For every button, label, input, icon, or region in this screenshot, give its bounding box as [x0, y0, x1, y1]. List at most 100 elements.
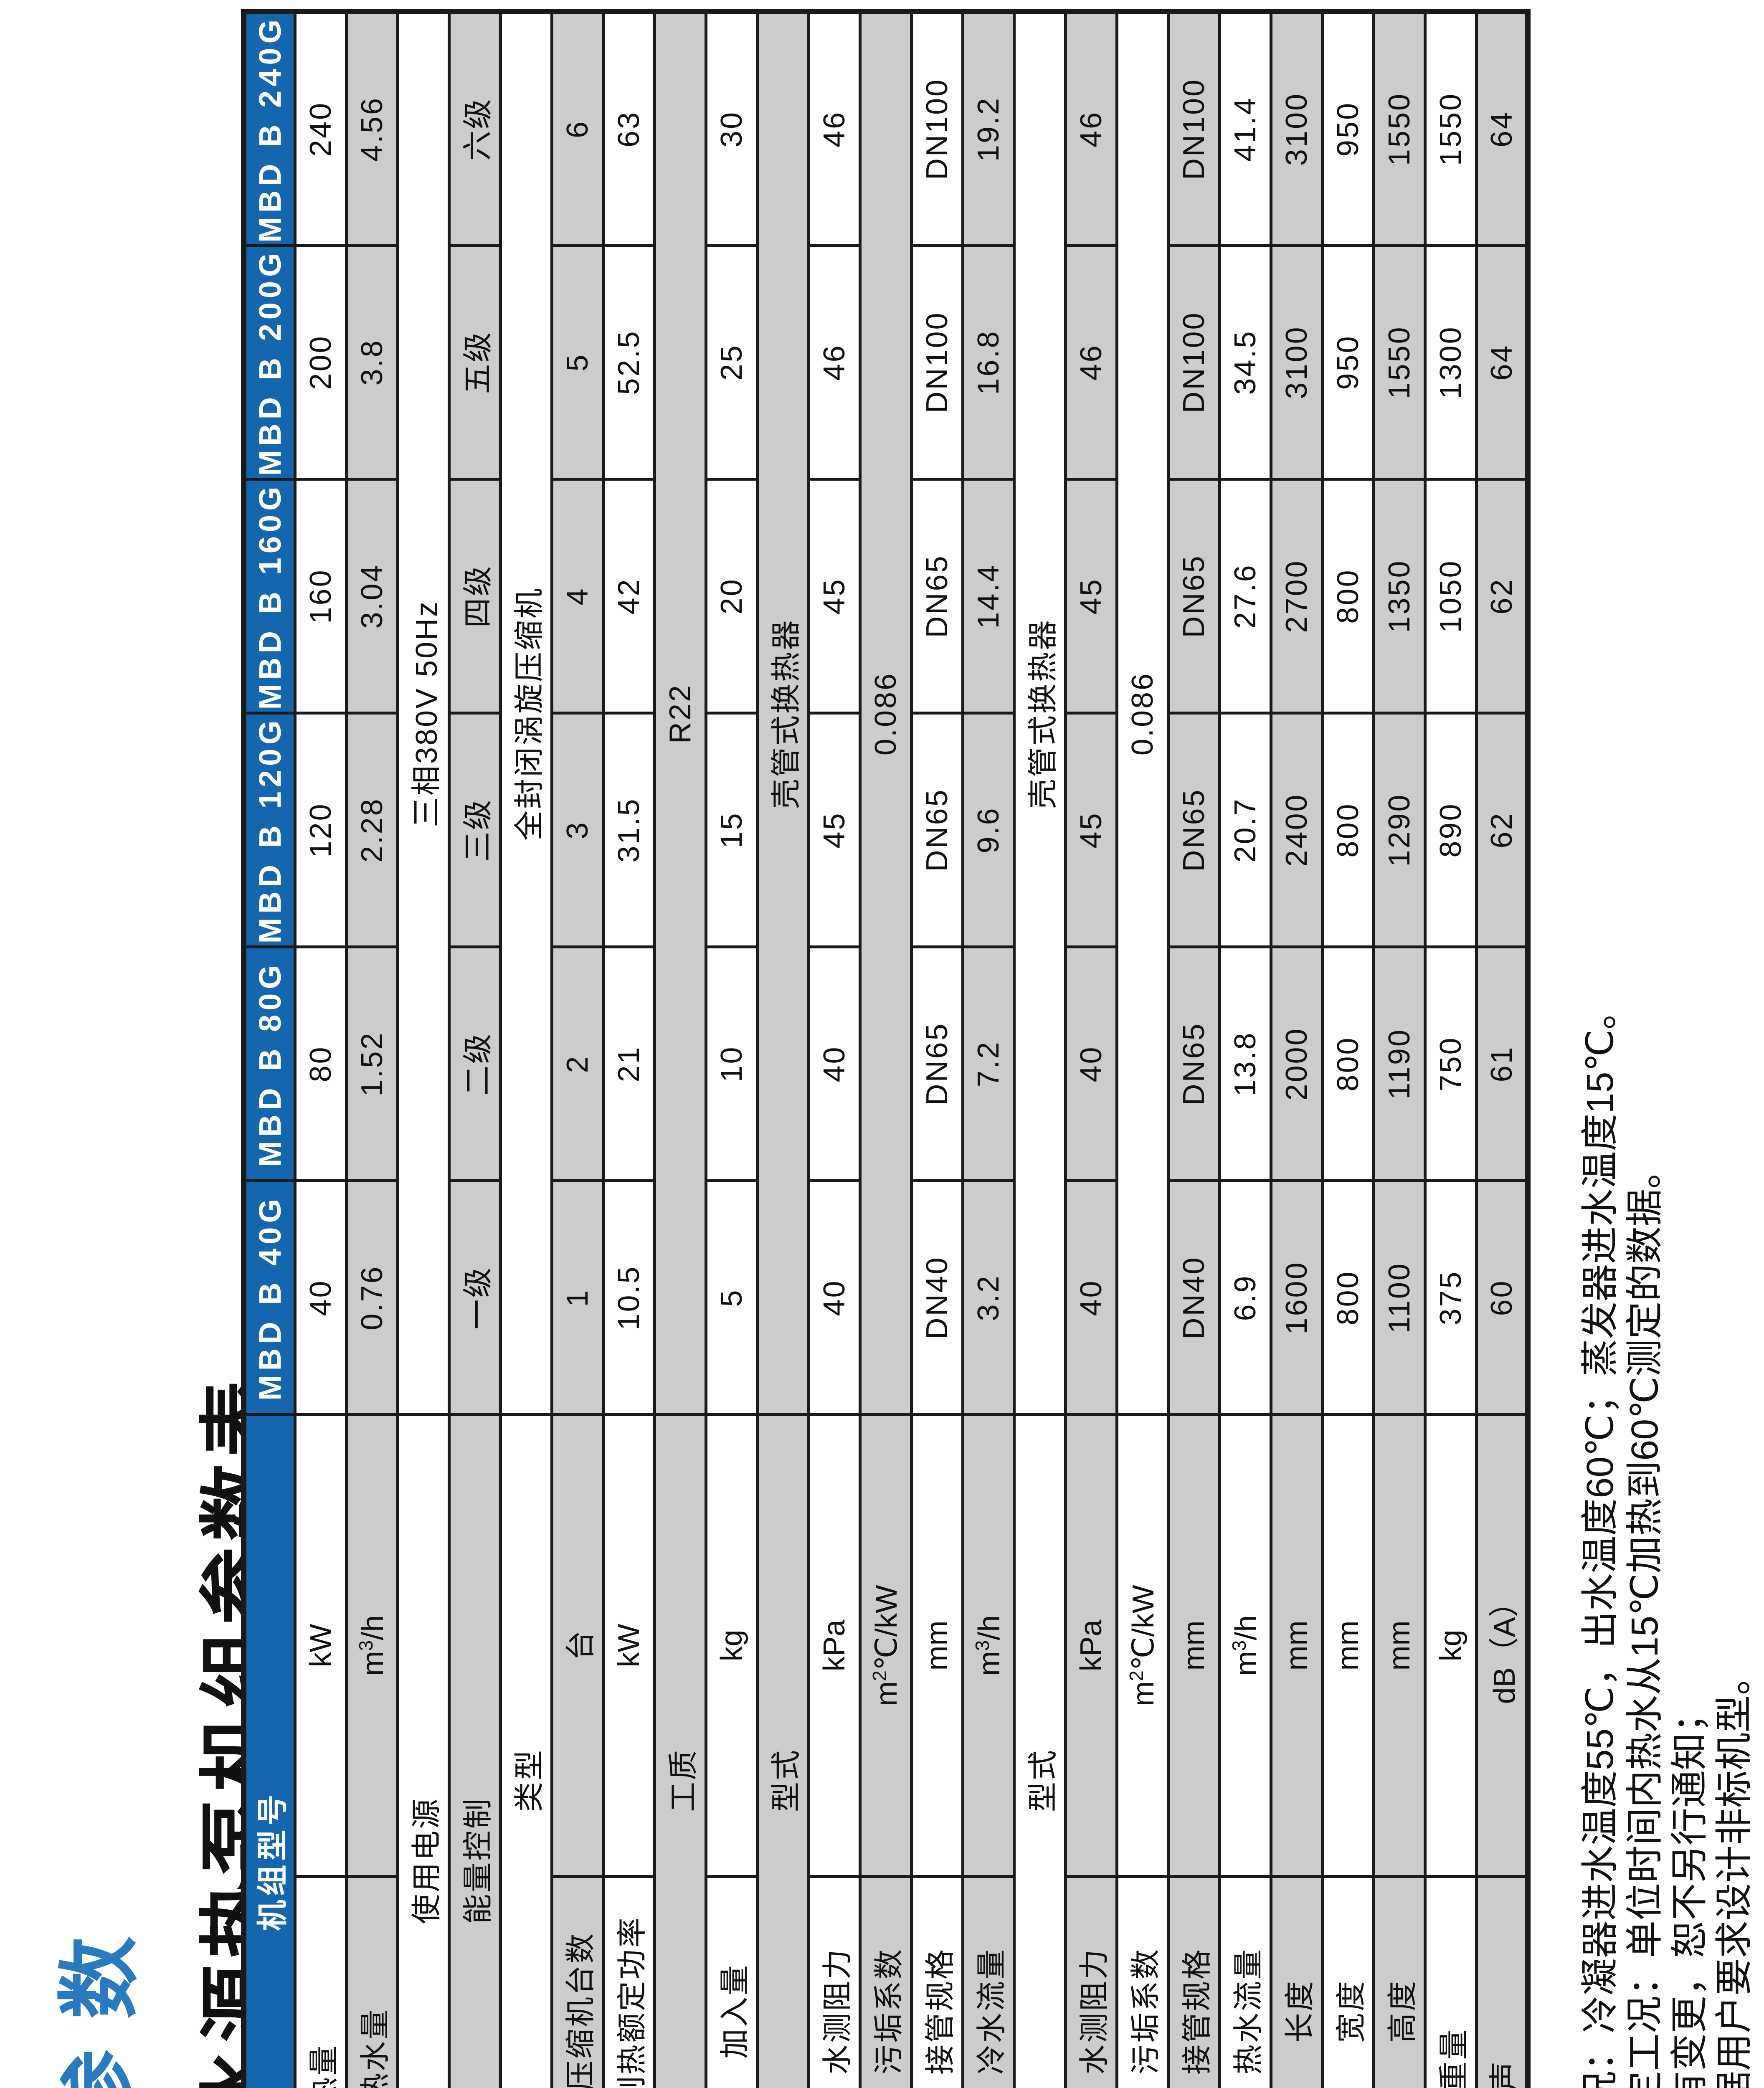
value-cell: 1350 — [1374, 479, 1425, 713]
value-cell: 1550 — [1374, 11, 1425, 246]
value-cell: 16.8 — [963, 245, 1014, 479]
unit-cell: m2℃/kW — [860, 1414, 912, 1877]
unit-cell: mm — [1271, 1414, 1323, 1877]
value-cell: 40 — [808, 947, 860, 1181]
value-cell: 2700 — [1271, 479, 1323, 713]
table-row: 使用电源 三相380V 50Hz — [398, 11, 449, 2088]
span-value-cell: 0.086 — [860, 11, 912, 1415]
unit-cell: m2℃/kW — [1117, 1414, 1168, 1877]
model-header-cell: MBD B 80G — [243, 947, 295, 1181]
value-cell: 46 — [1065, 11, 1117, 246]
value-cell: 1 — [552, 1181, 603, 1415]
value-cell: 890 — [1425, 713, 1477, 947]
value-cell: 四级 — [449, 479, 501, 713]
value-cell: 42 — [603, 479, 655, 713]
table-row: 热水流量 m3/h 6.9 13.8 20.7 27.6 34.5 41.4 — [1219, 11, 1271, 2088]
value-cell: 800 — [1322, 479, 1374, 713]
table-row: 水测阻力 kPa 40 40 45 45 46 46 — [1065, 11, 1117, 2088]
param-label-cell: 工质 — [654, 1414, 706, 2088]
param-label-cell: 水测阻力 — [808, 1876, 860, 2088]
unit-cell: mm — [911, 1414, 963, 1877]
value-cell: 六级 — [449, 11, 501, 246]
param-label-cell: 接管规格 — [1168, 1876, 1220, 2088]
value-cell: 15 — [706, 713, 758, 947]
value-cell: 27.6 — [1219, 479, 1271, 713]
value-cell: 1050 — [1425, 479, 1477, 713]
unit-cell: m3/h — [963, 1414, 1014, 1877]
param-label-cell: 宽度 — [1322, 1876, 1374, 2088]
footnote-item: 1）标准制热工况：冷凝器进水温度55℃，出水温度60℃；蒸发器进水温度15℃。 — [1579, 992, 1621, 2088]
value-cell: 三级 — [449, 713, 501, 947]
value-cell: DN65 — [911, 947, 963, 1181]
table-row: 制冷剂工质R22 — [654, 11, 706, 2088]
value-cell: 800 — [1322, 713, 1374, 947]
table-row: 加入量 kg 5 10 15 20 25 30 — [706, 11, 758, 2088]
value-cell: 1290 — [1374, 713, 1425, 947]
value-cell: 950 — [1322, 11, 1374, 246]
value-cell: 5 — [706, 1181, 758, 1415]
span-value-cell: 壳管式换热器 — [1014, 11, 1066, 1415]
value-cell: 750 — [1425, 947, 1477, 1181]
unit-cell: 台 — [552, 1414, 603, 1877]
value-cell: 五级 — [449, 245, 501, 479]
value-cell: 240 — [295, 11, 347, 246]
param-label-cell: 型式 — [1014, 1414, 1066, 2088]
value-cell: 45 — [808, 479, 860, 713]
span-value-cell: 全封闭涡旋压缩机 — [500, 11, 552, 1415]
value-cell: 一级 — [449, 1181, 501, 1415]
value-cell: 4.56 — [346, 11, 398, 246]
value-cell: 375 — [1425, 1181, 1477, 1415]
param-label-cell: 污垢系数 — [860, 1876, 912, 2088]
value-cell: 3.2 — [963, 1181, 1014, 1415]
table-row: 冷水流量 m3/h 3.2 7.2 9.6 14.4 16.8 19.2 — [963, 11, 1014, 2088]
table-row: 压缩机类型全封闭涡旋压缩机 — [500, 11, 552, 2088]
param-label-cell: 高度 — [1374, 1876, 1425, 2088]
span-value-cell: 三相380V 50Hz — [398, 11, 449, 1415]
value-cell: DN100 — [911, 245, 963, 479]
value-cell: 2000 — [1271, 947, 1323, 1181]
value-cell: 3 — [552, 713, 603, 947]
value-cell: 61 — [1476, 947, 1528, 1181]
table-row: 冷凝器型式壳管式换热器 — [1014, 11, 1066, 2088]
value-cell: 21 — [603, 947, 655, 1181]
value-cell: 7.2 — [963, 947, 1014, 1181]
value-cell: DN100 — [911, 11, 963, 246]
value-cell: 1300 — [1425, 245, 1477, 479]
value-cell: 1.52 — [346, 947, 398, 1181]
value-cell: DN100 — [1168, 11, 1220, 246]
value-cell: DN65 — [1168, 479, 1220, 713]
value-cell: 1550 — [1374, 245, 1425, 479]
model-header-cell: MBD B 40G — [243, 1181, 295, 1415]
value-cell: 52.5 — [603, 245, 655, 479]
span-value-cell: 0.086 — [1117, 11, 1168, 1415]
table-row: 60℃热水量m3/h0.761.522.283.043.84.56 — [346, 11, 398, 2088]
value-cell: DN65 — [1168, 947, 1220, 1181]
value-cell: 19.2 — [963, 11, 1014, 246]
param-label-cell: 能量控制 — [449, 1414, 501, 2088]
table-row: 高度 mm 1100 1190 1290 1350 1550 1550 — [1374, 11, 1425, 2088]
param-label-cell: 接管规格 — [911, 1876, 963, 2088]
param-label-cell: 机组重量 — [1425, 1876, 1477, 2088]
value-cell: 30 — [706, 11, 758, 246]
footnote-heading: 注： — [1533, 992, 1578, 2088]
value-cell: 45 — [1065, 713, 1117, 947]
footnote-item: 3）本表数据若有变更，恕不另行通知； — [1669, 1695, 1711, 2088]
value-cell: 45 — [808, 713, 860, 947]
unit-cell: kPa — [808, 1414, 860, 1877]
value-cell: 3100 — [1271, 11, 1323, 246]
table-row: 宽度 mm 800 800 800 800 950 950 — [1322, 11, 1374, 2088]
footnote-item: 4）我公司可根据用户要求设计非标机型。 — [1713, 1657, 1755, 2088]
value-cell: 60 — [1476, 1181, 1528, 1415]
table-row: 能量控制 一级 二级 三级 四级 五级 六级 — [449, 11, 501, 2088]
unit-cell: mm — [1168, 1414, 1220, 1877]
table-header-row: 机组型号 MBD B 40G MBD B 80G MBD B 120G MBD B 16… — [243, 11, 295, 2088]
value-cell: 1190 — [1374, 947, 1425, 1181]
value-cell: 6 — [552, 11, 603, 246]
value-cell: 34.5 — [1219, 245, 1271, 479]
value-cell: 63 — [603, 11, 655, 246]
value-cell: 3100 — [1271, 245, 1323, 479]
value-cell: 1550 — [1425, 11, 1477, 246]
value-cell: DN65 — [911, 479, 963, 713]
